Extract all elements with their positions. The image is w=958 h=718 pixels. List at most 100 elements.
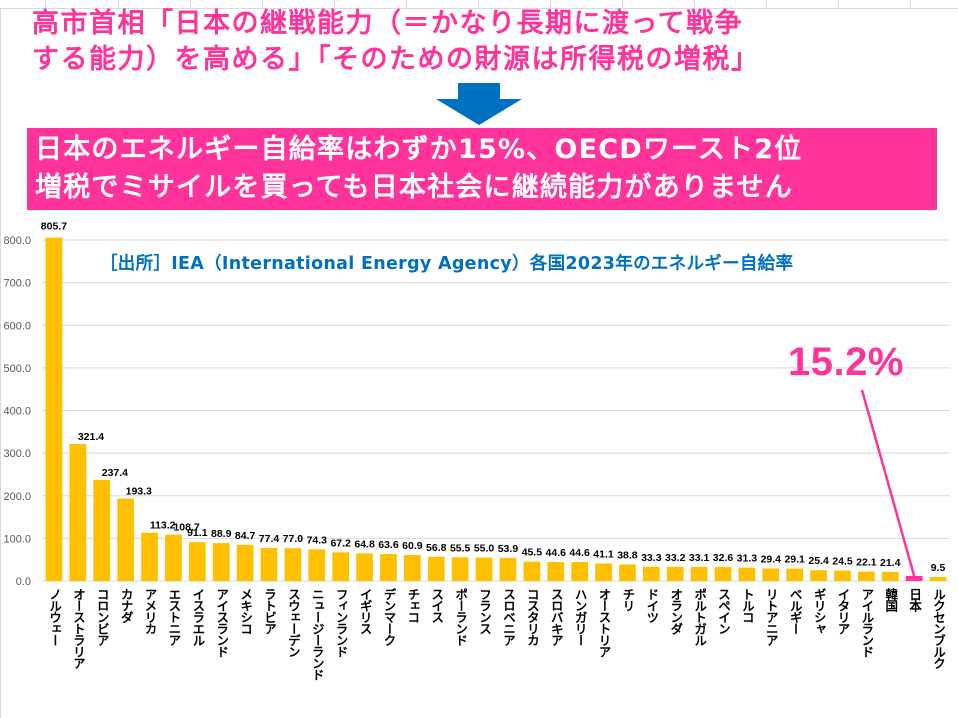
x-category-label: スロバキア [548, 588, 564, 646]
bar [356, 553, 373, 581]
x-category-label: 日本 [907, 588, 923, 611]
x-category-label: スウェーデン [285, 588, 301, 657]
bar [738, 567, 756, 581]
bar [547, 561, 565, 581]
grid-col-line [910, 0, 911, 8]
data-label: 38.8 [617, 549, 638, 561]
bar [499, 558, 517, 581]
x-category-label: スイス [429, 588, 445, 623]
data-label: 91.1 [187, 527, 208, 539]
spreadsheet-column-grid [0, 0, 958, 9]
data-label: 33.2 [665, 552, 686, 564]
data-label: 63.6 [378, 539, 399, 551]
bar [762, 568, 780, 581]
bar-japan-highlight [905, 576, 923, 581]
x-category-label: チリ [620, 588, 636, 611]
x-category-label: 韓国 [883, 588, 899, 611]
bar [69, 444, 87, 581]
grid-col-line [550, 0, 551, 8]
grid-col-line [478, 0, 479, 8]
bar [858, 571, 875, 581]
data-label: 113.2 [150, 520, 176, 532]
banner-line-2: 増税でミサイルを買っても日本社会に継続能力がありません [35, 172, 793, 203]
data-label: 64.8 [354, 538, 375, 550]
chart-title-source: ［出所］IEA（International Energy Agency）各国20… [100, 254, 794, 274]
callout-pointer-line [860, 389, 916, 577]
x-category-label: メキシコ [238, 588, 254, 634]
data-label: 321.4 [78, 431, 104, 443]
bar [595, 563, 612, 581]
data-label: 29.1 [784, 554, 805, 566]
y-tick-label: 300.0 [3, 448, 31, 460]
bar [834, 570, 851, 581]
data-label: 22.1 [856, 557, 877, 569]
bar [236, 544, 254, 581]
bar [404, 555, 421, 581]
bar [284, 548, 302, 581]
x-category-label: ノルウェー [46, 588, 62, 646]
x-category-label: コロンビア [94, 588, 110, 646]
x-category-label: ギリシャ [811, 588, 827, 634]
data-label: 32.6 [713, 552, 734, 564]
bar [380, 553, 397, 581]
bar [666, 566, 684, 581]
spreadsheet-left-border [0, 8, 1, 718]
conclusion-banner: 日本のエネルギー自給率はわずか15%、OECDワースト2位 増税でミサイルを買っ… [27, 128, 937, 210]
data-label: 193.3 [126, 486, 152, 498]
data-label: 60.9 [402, 540, 423, 552]
x-category-label: ハンガリー [572, 588, 588, 646]
down-arrow-icon [436, 83, 522, 125]
x-category-label: ベルギー [787, 588, 803, 634]
bar [786, 568, 804, 581]
x-category-label: オーストリア [596, 588, 612, 657]
bar [188, 542, 206, 581]
x-category-label: オーストラリア [70, 588, 86, 669]
x-category-label: スロベニア [500, 588, 516, 646]
x-category-label: ラトビア [262, 588, 277, 634]
data-label: 805.7 [41, 221, 67, 233]
grid-col-line [622, 0, 623, 8]
data-label: 53.9 [498, 543, 519, 555]
data-label: 44.6 [546, 547, 567, 559]
data-label: 55.5 [450, 542, 471, 554]
y-axis-ticks: 0.0 100.0 200.0 300.0 400.0 500.0 600.0 700.0 80… [3, 235, 31, 588]
gridlines [42, 239, 950, 582]
headline-line-1: 高市首相「日本の継戦能力（＝かなり長期に渡って戦争 [32, 8, 744, 39]
x-category-label: エストニア [166, 588, 182, 646]
x-category-label: ニュージーランド [309, 588, 325, 680]
bar [260, 548, 278, 581]
data-label: 21.4 [880, 557, 901, 569]
data-label: 77.0 [283, 533, 304, 545]
x-category-label: トルコ [739, 588, 755, 623]
data-label: 108.7 [173, 522, 199, 534]
data-label: 44.6 [569, 547, 590, 559]
x-category-label: アイスランド [214, 588, 230, 657]
bars [45, 237, 947, 581]
data-label: 56.8 [426, 542, 447, 554]
x-category-label: ポルトガル [692, 588, 708, 646]
y-tick-label: 800.0 [3, 235, 31, 247]
grid-col-line [118, 0, 119, 8]
bar [165, 534, 182, 581]
data-label: 33.1 [689, 552, 710, 564]
data-label: 84.7 [235, 530, 256, 542]
x-category-label: オランダ [668, 588, 684, 634]
headline-line-2: する能力）を高める」「そのための財源は所得税の増税」 [32, 44, 760, 75]
data-label: 29.4 [761, 553, 782, 565]
x-category-label: ポーランド [453, 588, 469, 646]
grid-col-line [838, 0, 839, 8]
data-label: 25.4 [808, 555, 829, 567]
x-category-label: ルクセンブルク [931, 588, 947, 669]
grid-col-line [694, 0, 695, 8]
data-label: 55.0 [474, 543, 495, 555]
bar [427, 556, 445, 581]
headline: 高市首相「日本の継戦能力（＝かなり長期に渡って戦争 する能力）を高める」「そのた… [32, 6, 952, 78]
y-tick-label: 500.0 [3, 363, 31, 375]
y-tick-label: 100.0 [3, 533, 31, 545]
data-label: 237.4 [102, 467, 128, 479]
x-category-label: フランス [477, 588, 493, 634]
y-tick-label: 600.0 [3, 320, 31, 332]
bar [690, 566, 708, 581]
